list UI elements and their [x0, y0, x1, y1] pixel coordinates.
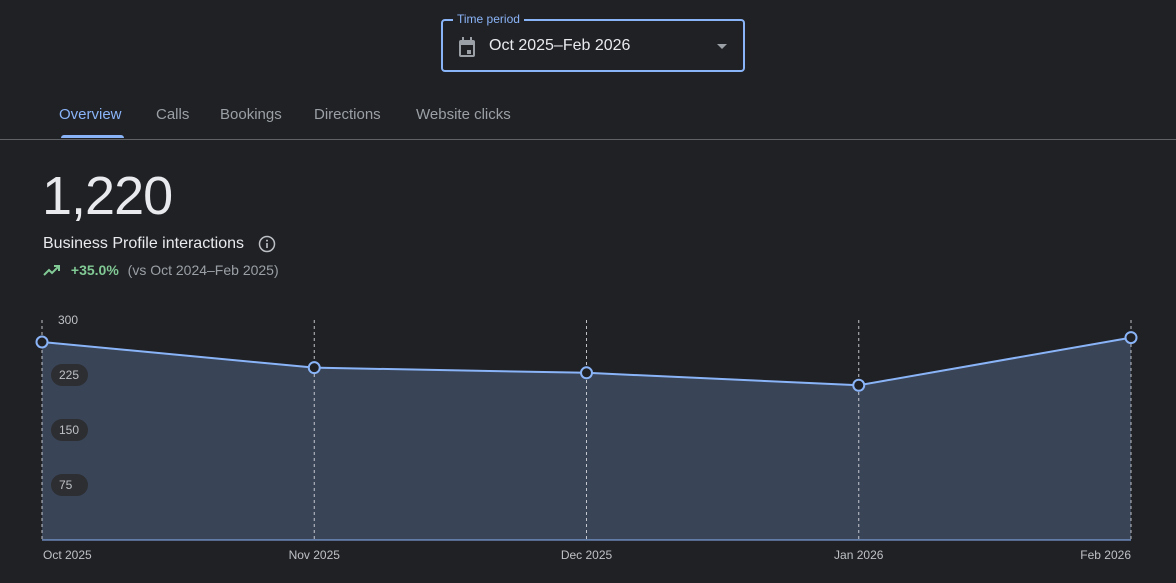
- change-percent: +35.0%: [70, 262, 119, 278]
- comparison-period: (vs Oct 2024–Feb 2025): [127, 262, 279, 278]
- metric-label: Business Profile interactions: [43, 235, 244, 252]
- info-icon[interactable]: [258, 235, 276, 253]
- tab-calls[interactable]: Calls: [156, 106, 190, 123]
- y-tick-label: 150: [59, 423, 79, 437]
- total-interactions: 1,220: [42, 166, 173, 226]
- x-tick-label: Nov 2025: [289, 548, 341, 562]
- x-tick-label: Feb 2026: [1080, 548, 1131, 562]
- tab-directions[interactable]: Directions: [314, 106, 381, 123]
- y-tick-label: 75: [59, 478, 73, 492]
- tab-website-clicks[interactable]: Website clicks: [416, 106, 511, 123]
- data-point: [1124, 331, 1138, 345]
- trending-up-icon: [43, 265, 60, 276]
- time-period-select[interactable]: Time period Oct 2025–Feb 2026: [441, 12, 745, 72]
- trend-row: +35.0% (vs Oct 2024–Feb 2025): [43, 262, 279, 278]
- y-tick-label: 225: [59, 368, 79, 382]
- interactions-chart: Oct 2025 Nov 2025 Dec 2025 Jan 2026 Feb 2026…: [35, 313, 1138, 562]
- data-point: [35, 335, 49, 349]
- data-point: [852, 378, 866, 392]
- y-tick-label: 300: [58, 313, 78, 327]
- tab-bookings[interactable]: Bookings: [220, 106, 282, 123]
- data-point: [307, 361, 321, 375]
- x-tick-label: Dec 2025: [561, 548, 613, 562]
- tab-bar: Overview Calls Bookings Directions Websi…: [0, 95, 1176, 140]
- calendar-icon: [459, 37, 475, 57]
- tab-overview[interactable]: Overview: [59, 106, 124, 138]
- y-tick-badge: [51, 364, 88, 386]
- x-tick-label: Oct 2025: [43, 548, 92, 562]
- dropdown-arrow-icon[interactable]: [717, 44, 727, 49]
- y-tick-badge: [51, 419, 88, 441]
- time-period-label: Time period: [453, 12, 524, 26]
- data-point: [580, 366, 593, 380]
- time-period-value: Oct 2025–Feb 2026: [489, 37, 631, 54]
- y-tick-badge: [51, 474, 88, 496]
- x-tick-label: Jan 2026: [834, 548, 884, 562]
